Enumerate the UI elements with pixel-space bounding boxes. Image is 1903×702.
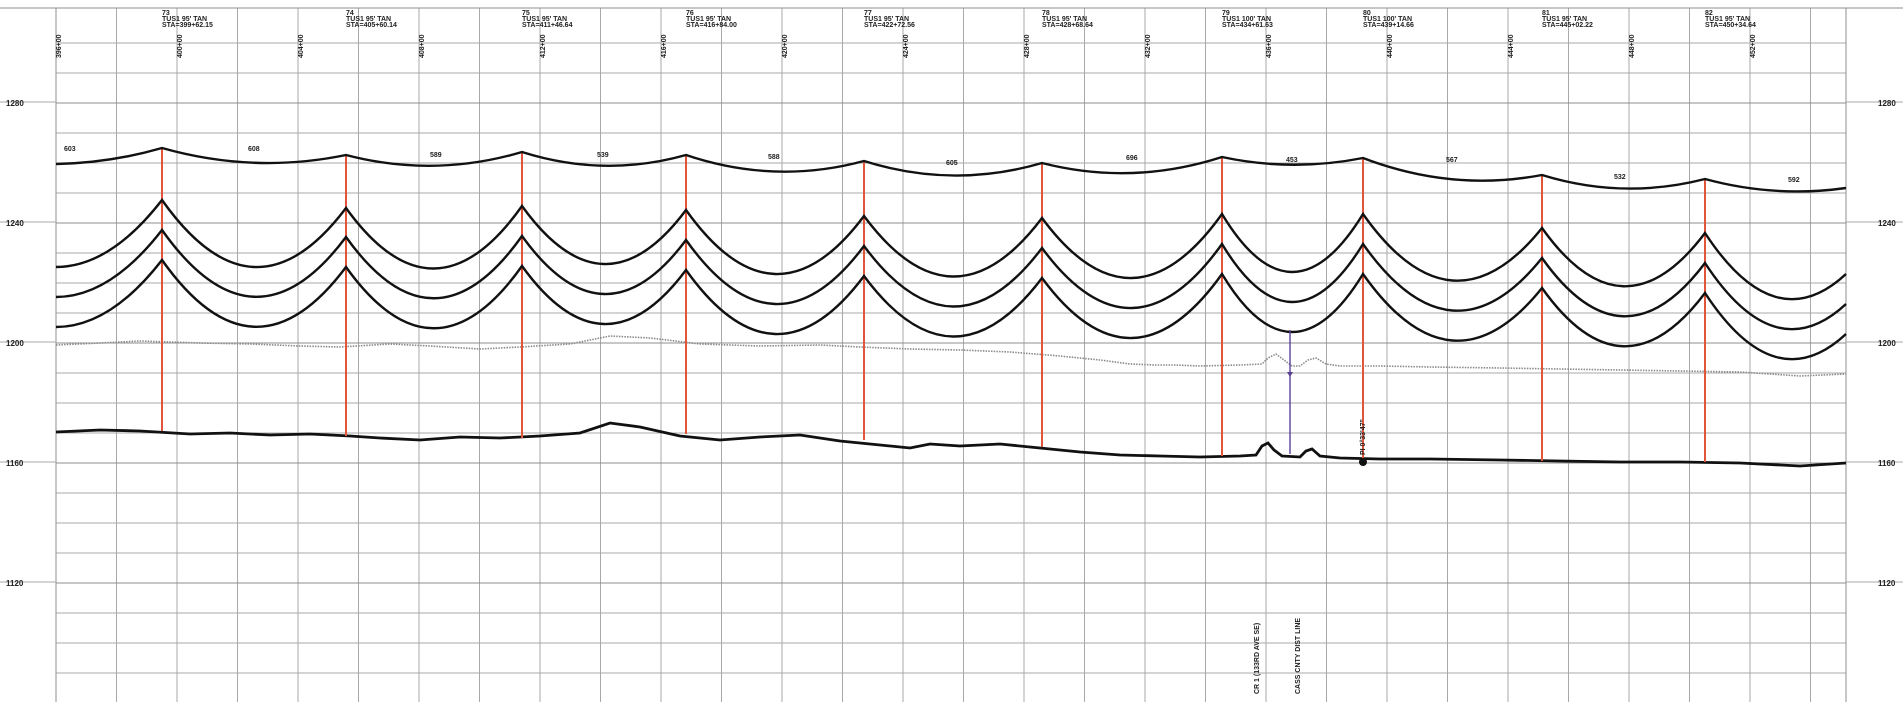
span-label: 608 [248, 146, 260, 153]
span-label: 696 [1126, 155, 1138, 162]
structure-type: TUS1 95' TAN [1042, 16, 1087, 23]
structure-station: STA=450+34.64 [1705, 22, 1756, 29]
span-label: 603 [64, 146, 76, 153]
structure-number: 78 [1042, 10, 1050, 17]
structure-label: 82 TUS1 95' TAN STA=450+34.64 [1705, 10, 1756, 29]
grid [0, 7, 1903, 702]
span-label: 539 [597, 152, 609, 159]
station-label: 416+00 [661, 34, 668, 58]
structure-type: TUS1 95' TAN [864, 16, 909, 23]
structure-station: STA=405+60.14 [346, 22, 397, 29]
road-crossing-label: CR 1 (133RD AVE SE) [1254, 623, 1261, 694]
structure-number: 82 [1705, 10, 1713, 17]
station-label: 432+00 [1145, 34, 1152, 58]
structure-number: 73 [162, 10, 170, 17]
structure-type: TUS1 95' TAN [522, 16, 567, 23]
structure-type: TUS1 95' TAN [1705, 16, 1750, 23]
station-label: 448+00 [1629, 34, 1636, 58]
structure-number: 81 [1542, 10, 1550, 17]
elevation-axis-right: 1280 1240 1200 1160 1120 [1878, 99, 1896, 588]
pi-annotation: PI 0°33'47" [1359, 419, 1367, 455]
structure-labels: 73 TUS1 95' TAN STA=399+62.15 74 TUS1 95… [162, 10, 1756, 29]
station-label: 424+00 [903, 34, 910, 58]
structure-station: STA=411+46.64 [522, 22, 573, 29]
station-label: 440+00 [1387, 34, 1394, 58]
structure-label: 78 TUS1 95' TAN STA=428+68.64 [1042, 10, 1093, 29]
structure-number: 75 [522, 10, 530, 17]
station-label: 428+00 [1024, 34, 1031, 58]
structure-number: 76 [686, 10, 694, 17]
elevation-label-right: 1280 [1878, 99, 1896, 108]
station-label: 436+00 [1266, 34, 1273, 58]
span-label: 588 [768, 154, 780, 161]
elevation-label-left: 1160 [6, 459, 24, 468]
conductor-phase-b [55, 227, 1847, 331]
station-label: 412+00 [540, 34, 547, 58]
crossing-marker-arrow [1287, 372, 1293, 377]
station-axis: 396+00 400+00 404+00 408+00 412+00 416+0… [56, 34, 1757, 58]
elevation-label-left: 1120 [6, 579, 24, 588]
span-label: 567 [1446, 157, 1458, 164]
structure-type: TUS1 100' TAN [1222, 16, 1271, 23]
structure-station: STA=434+61.63 [1222, 22, 1273, 29]
elevation-label-right: 1240 [1878, 219, 1896, 228]
elevation-label-left: 1200 [6, 339, 24, 348]
station-label: 444+00 [1508, 34, 1515, 58]
structure-station: STA=422+72.56 [864, 22, 915, 29]
elevation-label-right: 1160 [1878, 459, 1896, 468]
station-label: 420+00 [782, 34, 789, 58]
structures [161, 148, 1706, 462]
structure-number: 77 [864, 10, 872, 17]
structure-number: 74 [346, 10, 354, 17]
structure-station: STA=416+84.00 [686, 22, 737, 29]
elevation-axis-left: 1280 1240 1200 1160 1120 [6, 99, 24, 588]
structure-label: 79 TUS1 100' TAN STA=434+61.63 [1222, 10, 1273, 29]
structure-station: STA=439+14.66 [1363, 22, 1414, 29]
ground-line [55, 421, 1847, 468]
station-label: 400+00 [177, 34, 184, 58]
span-label: 605 [946, 160, 958, 167]
structure-label: 81 TUS1 95' TAN STA=445+02.22 [1542, 10, 1593, 29]
structure-type: TUS1 100' TAN [1363, 16, 1412, 23]
station-label: 404+00 [298, 34, 305, 58]
structure-station: STA=399+62.15 [162, 22, 213, 29]
span-label: 453 [1286, 157, 1298, 164]
span-label: 592 [1788, 177, 1800, 184]
structure-label: 77 TUS1 95' TAN STA=422+72.56 [864, 10, 915, 29]
structure-label: 75 TUS1 95' TAN STA=411+46.64 [522, 10, 573, 29]
structure-type: TUS1 95' TAN [162, 16, 207, 23]
station-label: 396+00 [56, 34, 63, 58]
structure-label: 80 TUS1 100' TAN STA=439+14.66 [1363, 10, 1414, 29]
structure-type: TUS1 95' TAN [686, 16, 731, 23]
structure-number: 79 [1222, 10, 1230, 17]
span-labels: 603 608 589 539 588 605 696 453 567 532 … [64, 146, 1800, 184]
elevation-label-left: 1280 [6, 99, 24, 108]
elevation-label-right: 1120 [1878, 579, 1896, 588]
structure-label: 76 TUS1 95' TAN STA=416+84.00 [686, 10, 737, 29]
station-label: 452+00 [1750, 34, 1757, 58]
conductor-phase-c [55, 257, 1847, 361]
structure-station: STA=428+68.64 [1042, 22, 1093, 29]
structure-label: 73 TUS1 95' TAN STA=399+62.15 [162, 10, 213, 29]
structure-type: TUS1 95' TAN [346, 16, 391, 23]
elevation-label-right: 1200 [1878, 339, 1896, 348]
shield-wire [55, 146, 1847, 193]
span-label: 589 [430, 152, 442, 159]
conductor-phase-a [55, 197, 1847, 301]
structure-station: STA=445+02.22 [1542, 22, 1593, 29]
structure-label: 74 TUS1 95' TAN STA=405+60.14 [346, 10, 397, 29]
station-label: 408+00 [419, 34, 426, 58]
pi-point-marker [1359, 458, 1367, 466]
county-line-label: CASS CNTY DIST LINE [1295, 618, 1302, 694]
structure-number: 80 [1363, 10, 1371, 17]
elevation-label-left: 1240 [6, 219, 24, 228]
span-label: 532 [1614, 174, 1626, 181]
structure-type: TUS1 95' TAN [1542, 16, 1587, 23]
